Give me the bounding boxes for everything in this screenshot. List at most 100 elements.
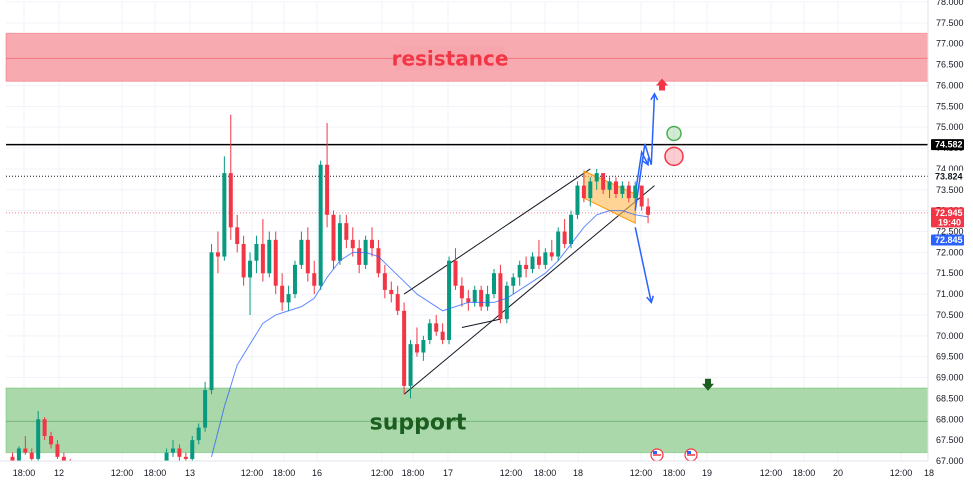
time-tick-label: 18: [573, 468, 583, 478]
candle-body: [459, 285, 464, 299]
price-tick-label: 68.500: [936, 393, 964, 403]
candle-body: [594, 173, 599, 182]
candle-body: [248, 260, 253, 278]
price-tick-label: 78.000: [936, 0, 964, 7]
candle-body: [228, 173, 233, 228]
time-tick-label: 18:00: [273, 468, 296, 478]
candle-body: [511, 277, 516, 286]
price-tick-label: 77.500: [936, 18, 964, 28]
candle-body: [581, 185, 586, 199]
price-tick-label: 75.000: [936, 122, 964, 132]
candle-body: [215, 252, 220, 257]
candle-body: [402, 310, 407, 386]
channel-line-1: [403, 185, 655, 395]
candle-body: [447, 260, 452, 340]
candle-body: [504, 285, 509, 320]
price-badge-ma-label: 72.845: [935, 235, 963, 245]
time-tick-label: 18:00: [402, 468, 425, 478]
projection-path-1: [634, 149, 649, 195]
price-tick-label: 72.500: [936, 227, 964, 237]
candle-body: [633, 185, 638, 199]
candle-body: [312, 273, 317, 286]
price-tick-label: 69.000: [936, 373, 964, 383]
price-tick-label: 67.000: [936, 456, 964, 466]
arrow-up-icon: [656, 78, 668, 91]
price-tick-label: 75.500: [936, 101, 964, 111]
candle-body: [190, 440, 195, 459]
candle-body: [196, 427, 201, 441]
candle-body: [588, 181, 593, 199]
candle-body: [183, 456, 188, 459]
candle-body: [292, 264, 297, 295]
candle-body: [620, 185, 625, 194]
candle-body: [337, 223, 342, 261]
event-flag-canton: [653, 451, 657, 454]
candle-body: [562, 231, 567, 245]
candle-body: [575, 185, 580, 215]
candle-body: [414, 344, 419, 353]
candle-body: [29, 452, 34, 459]
candle-body: [49, 435, 54, 445]
candle-body: [536, 256, 541, 265]
projection-path-0: [634, 93, 656, 211]
candle-body: [370, 239, 375, 249]
projection-path-2: [634, 227, 653, 303]
candle-body: [408, 344, 413, 386]
time-tick-label: 12:00: [111, 468, 134, 478]
level-badge-73824: [931, 170, 964, 182]
candle-body: [241, 244, 246, 278]
price-tick-label: 71.000: [936, 289, 964, 299]
levels: [6, 143, 928, 214]
price-axis[interactable]: 67.000 67.500 68.000 68.500 69.000 69.500 70.0…: [927, 0, 973, 487]
candle-body: [177, 448, 182, 457]
candle-body: [472, 289, 477, 303]
price-tick-label: 76.500: [936, 60, 964, 70]
candle-body: [549, 252, 554, 257]
price-tick-label: 76.000: [936, 80, 964, 90]
time-tick-label: 18:00: [663, 468, 686, 478]
price-tick-label: 70.500: [936, 310, 964, 320]
time-axis-bg: [0, 461, 928, 487]
price-badge-ma: [931, 234, 964, 246]
time-tick-label: 12:00: [500, 468, 523, 478]
candle-body: [498, 273, 503, 320]
candle-body: [286, 294, 291, 303]
event-flag-canton: [687, 451, 691, 454]
time-tick-label: 18:00: [793, 468, 816, 478]
candle-body: [350, 239, 355, 249]
candle-body: [280, 285, 285, 303]
candles: [10, 114, 651, 474]
candle-body: [61, 456, 66, 461]
level-badge-74582: [931, 139, 964, 151]
candle-body: [305, 239, 310, 274]
candle-body: [331, 214, 336, 261]
time-tick-label: 18:00: [13, 468, 36, 478]
candle-body: [171, 448, 175, 453]
candle-body: [453, 260, 458, 286]
candle-body: [254, 244, 259, 261]
candle-body: [10, 456, 15, 461]
candle-body: [357, 248, 362, 265]
candle-body: [466, 298, 471, 303]
price-tick-label: 73.500: [936, 185, 964, 195]
level-badge-73824-label: 73.824: [935, 171, 963, 181]
time-tick-label: 18: [924, 468, 934, 478]
zones: [5, 32, 929, 454]
event-flag-icon: [650, 448, 664, 462]
time-tick-label: 12:00: [760, 468, 783, 478]
candle-body: [492, 273, 496, 295]
candle-body: [235, 227, 240, 245]
candle-body: [440, 331, 445, 340]
time-axis[interactable]: 18:00 12 12:00 18:00 13 12:00 18:00 16 12:00 18:0…: [0, 460, 934, 487]
time-tick-label: 18:00: [534, 468, 557, 478]
candle-body: [325, 164, 330, 215]
candle-body: [434, 323, 439, 332]
channel-line-0: [403, 168, 591, 295]
moving-average: [211, 210, 649, 457]
candle-body: [479, 289, 484, 307]
candle-body: [524, 264, 529, 270]
time-tick-label: 18:00: [144, 468, 167, 478]
candle-body: [16, 448, 21, 461]
level-badge-74582-label: 74.582: [935, 140, 963, 150]
